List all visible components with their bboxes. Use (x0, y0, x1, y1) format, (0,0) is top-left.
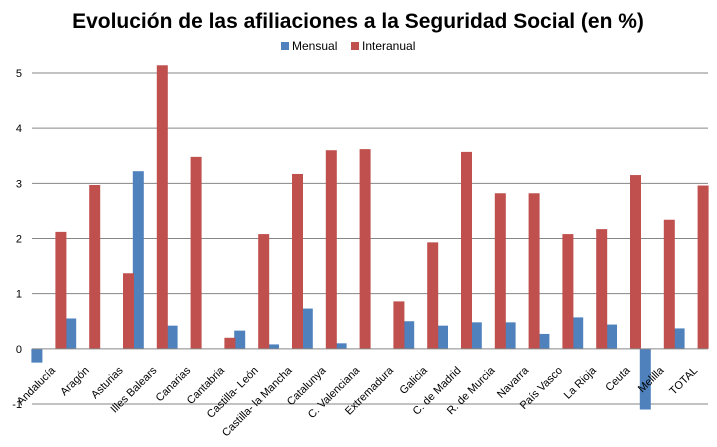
bar-interanual-6 (258, 234, 270, 349)
bar-interanual-7 (292, 173, 303, 349)
y-tick-label: 3 (16, 178, 22, 190)
x-category-label: Aragón (58, 365, 92, 399)
bar-interanual-3 (156, 65, 168, 349)
bar-mensual-11 (403, 321, 415, 349)
legend-label-interanual: Interanual (362, 39, 415, 53)
bar-interanual-16 (596, 229, 608, 349)
bar-mensual-12 (437, 325, 448, 349)
x-category-label: Galicia (398, 364, 431, 397)
bar-interanual-8 (325, 150, 337, 349)
bar-interanual-18 (663, 219, 675, 349)
bar-mensual-19 (673, 328, 685, 349)
bar-mensual-3 (132, 171, 144, 349)
bar-interanual-15 (562, 234, 574, 349)
bar-mensual-17 (606, 324, 617, 349)
bar-interanual-9 (359, 149, 371, 349)
bar-mensual-7 (268, 344, 279, 349)
y-tick-label: 1 (16, 289, 22, 301)
bar-interanual-10 (393, 301, 405, 349)
x-category-label: Andalucía (15, 364, 59, 408)
bar-interanual-17 (630, 175, 641, 349)
bars (31, 65, 709, 410)
bar-mensual-13 (470, 322, 482, 349)
y-axis-ticks: -1 0 1 2 3 4 5 (12, 68, 22, 411)
bar-mensual-0 (31, 348, 43, 363)
bar-mensual-14 (504, 322, 516, 349)
y-tick-label: 0 (16, 344, 22, 356)
bar-mensual-18 (639, 348, 651, 410)
legend: Mensual Interanual (281, 39, 415, 53)
bar-mensual-8 (301, 308, 313, 349)
bar-interanual-11 (427, 242, 439, 349)
bar-mensual-9 (335, 343, 347, 349)
chart-title: Evolución de las afiliaciones a la Segur… (72, 10, 644, 33)
bar-interanual-4 (190, 156, 202, 349)
bar-mensual-4 (166, 325, 178, 349)
y-tick-label: 2 (16, 234, 22, 246)
bar-interanual-1 (89, 184, 101, 349)
y-tick-label: 4 (16, 123, 22, 135)
bar-interanual-5 (224, 337, 236, 349)
x-category-label: Ceuta (603, 364, 633, 394)
y-tick-label: 5 (16, 68, 22, 80)
legend-label-mensual: Mensual (292, 39, 337, 53)
bar-interanual-19 (697, 185, 709, 349)
legend-swatch-mensual (281, 42, 289, 50)
y-tick-label: -1 (12, 399, 22, 411)
bar-mensual-6 (234, 330, 246, 349)
bar-interanual-14 (528, 193, 540, 349)
bar-mensual-16 (572, 317, 584, 349)
x-category-label: TOTAL (667, 365, 700, 398)
x-category-label: La Rioja (562, 364, 600, 402)
bar-interanual-0 (55, 231, 67, 349)
bar-mensual-1 (65, 318, 77, 349)
bar-mensual-15 (538, 333, 550, 349)
bar-interanual-2 (123, 273, 134, 349)
legend-swatch-interanual (351, 42, 359, 50)
bar-interanual-13 (494, 193, 506, 349)
bar-interanual-12 (461, 151, 472, 349)
